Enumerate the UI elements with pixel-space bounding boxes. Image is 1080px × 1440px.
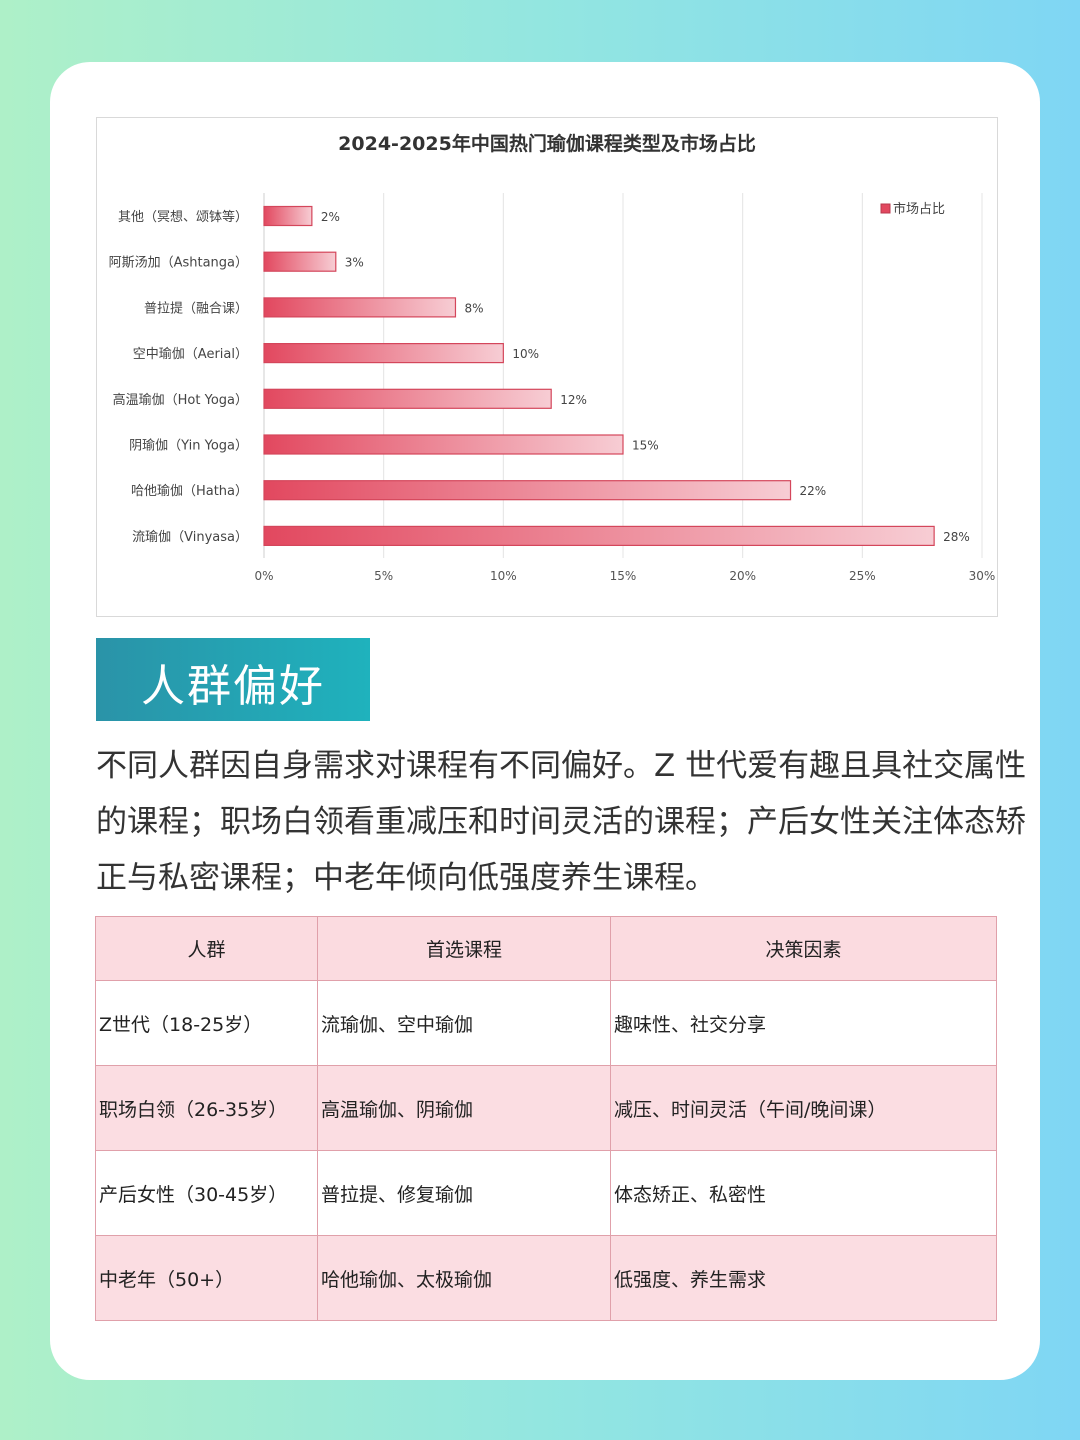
x-tick-label: 0%	[254, 569, 273, 583]
table-cell: Z世代（18-25岁）	[95, 980, 318, 1066]
category-label: 高温瑜伽（Hot Yoga）	[113, 392, 248, 408]
section-paragraph: 不同人群因自身需求对课程有不同偏好。Z 世代爱有趣且具社交属性的课程；职场白领看…	[96, 748, 1027, 896]
bar-chart: 0% 5% 10% 15% 20% 25% 30% 其他（冥想、颂钵等） 2% 阿斯汤加（Asht…	[96, 117, 998, 617]
section-title: 人群偏好	[141, 661, 325, 712]
table-cell: 高温瑜伽、阴瑜伽	[317, 1065, 611, 1151]
bar	[263, 297, 457, 318]
table-cell: 流瑜伽、空中瑜伽	[317, 980, 611, 1066]
legend-swatch	[880, 203, 891, 214]
bar	[263, 205, 313, 227]
x-tick-label: 20%	[729, 569, 756, 583]
table-cell: 普拉提、修复瑜伽	[317, 1150, 611, 1236]
category-label: 阿斯汤加（Ashtanga）	[109, 256, 248, 271]
bar	[263, 480, 792, 501]
table-cell: 哈他瑜伽、太极瑜伽	[317, 1235, 611, 1321]
section-banner: 人群偏好	[96, 638, 370, 721]
data-label: 22%	[800, 484, 827, 498]
table-cell: 产后女性（30-45岁）	[95, 1150, 318, 1236]
preference-table: 人群 首选课程 决策因素 Z世代（18-25岁） 流瑜伽、空中瑜伽 趣味性、社交…	[95, 916, 997, 1321]
chart-title: 2024-2025年中国热门瑜伽课程类型及市场占比	[338, 132, 756, 155]
table-row: 职场白领（26-35岁） 高温瑜伽、阴瑜伽 减压、时间灵活（午间/晚间课）	[95, 1065, 997, 1151]
category-label: 阴瑜伽（Yin Yoga）	[129, 439, 248, 454]
bar	[263, 343, 504, 364]
bar	[263, 388, 552, 409]
category-label: 流瑜伽（Vinyasa）	[132, 530, 248, 545]
header-cell-factor: 决策因素	[610, 916, 997, 981]
table-cell: 体态矫正、私密性	[610, 1150, 997, 1236]
table-header-row: 人群 首选课程 决策因素	[95, 916, 997, 981]
table-cell: 低强度、养生需求	[610, 1235, 997, 1321]
table-cell: 趣味性、社交分享	[610, 980, 997, 1066]
data-label: 28%	[943, 530, 970, 544]
bar	[263, 525, 935, 546]
data-label: 15%	[632, 439, 659, 453]
data-label: 12%	[560, 393, 587, 407]
chart-svg: 0% 5% 10% 15% 20% 25% 30% 其他（冥想、颂钵等） 2% 阿斯汤加（Asht…	[109, 132, 996, 583]
data-label: 3%	[345, 256, 364, 270]
legend-label: 市场占比	[893, 201, 945, 217]
table-cell: 职场白领（26-35岁）	[95, 1065, 318, 1151]
x-tick-label: 30%	[969, 569, 996, 583]
category-label: 普拉提（融合课）	[144, 300, 248, 316]
table-row: 产后女性（30-45岁） 普拉提、修复瑜伽 体态矫正、私密性	[95, 1150, 997, 1236]
header-cell-group: 人群	[95, 916, 318, 981]
category-label: 其他（冥想、颂钵等）	[118, 209, 248, 225]
bar	[263, 251, 337, 272]
x-tick-label: 10%	[490, 569, 517, 583]
category-label: 空中瑜伽（Aerial）	[133, 347, 248, 362]
bar	[263, 434, 624, 455]
header-cell-course: 首选课程	[317, 916, 611, 981]
table-row: 中老年（50+） 哈他瑜伽、太极瑜伽 低强度、养生需求	[95, 1235, 997, 1321]
category-label: 哈他瑜伽（Hatha）	[131, 484, 248, 499]
data-label: 10%	[512, 347, 539, 361]
data-label: 8%	[464, 301, 483, 315]
x-tick-label: 25%	[849, 569, 876, 583]
x-tick-label: 15%	[610, 569, 637, 583]
table-cell: 中老年（50+）	[95, 1235, 318, 1321]
table-cell: 减压、时间灵活（午间/晚间课）	[610, 1065, 997, 1151]
data-label: 2%	[321, 210, 340, 224]
table-row: Z世代（18-25岁） 流瑜伽、空中瑜伽 趣味性、社交分享	[95, 980, 997, 1066]
x-tick-label: 5%	[374, 569, 393, 583]
